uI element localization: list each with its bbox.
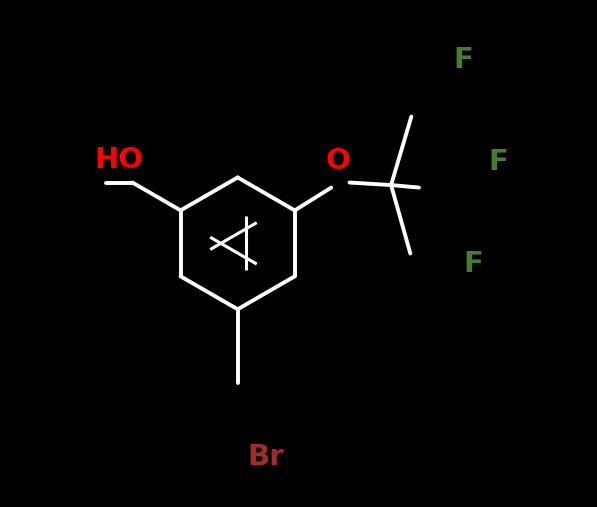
Text: F: F [453,46,473,74]
Text: F: F [463,249,484,278]
Text: HO: HO [95,146,144,174]
Text: F: F [489,148,509,176]
Text: O: O [325,147,350,175]
Text: Br: Br [247,443,284,472]
